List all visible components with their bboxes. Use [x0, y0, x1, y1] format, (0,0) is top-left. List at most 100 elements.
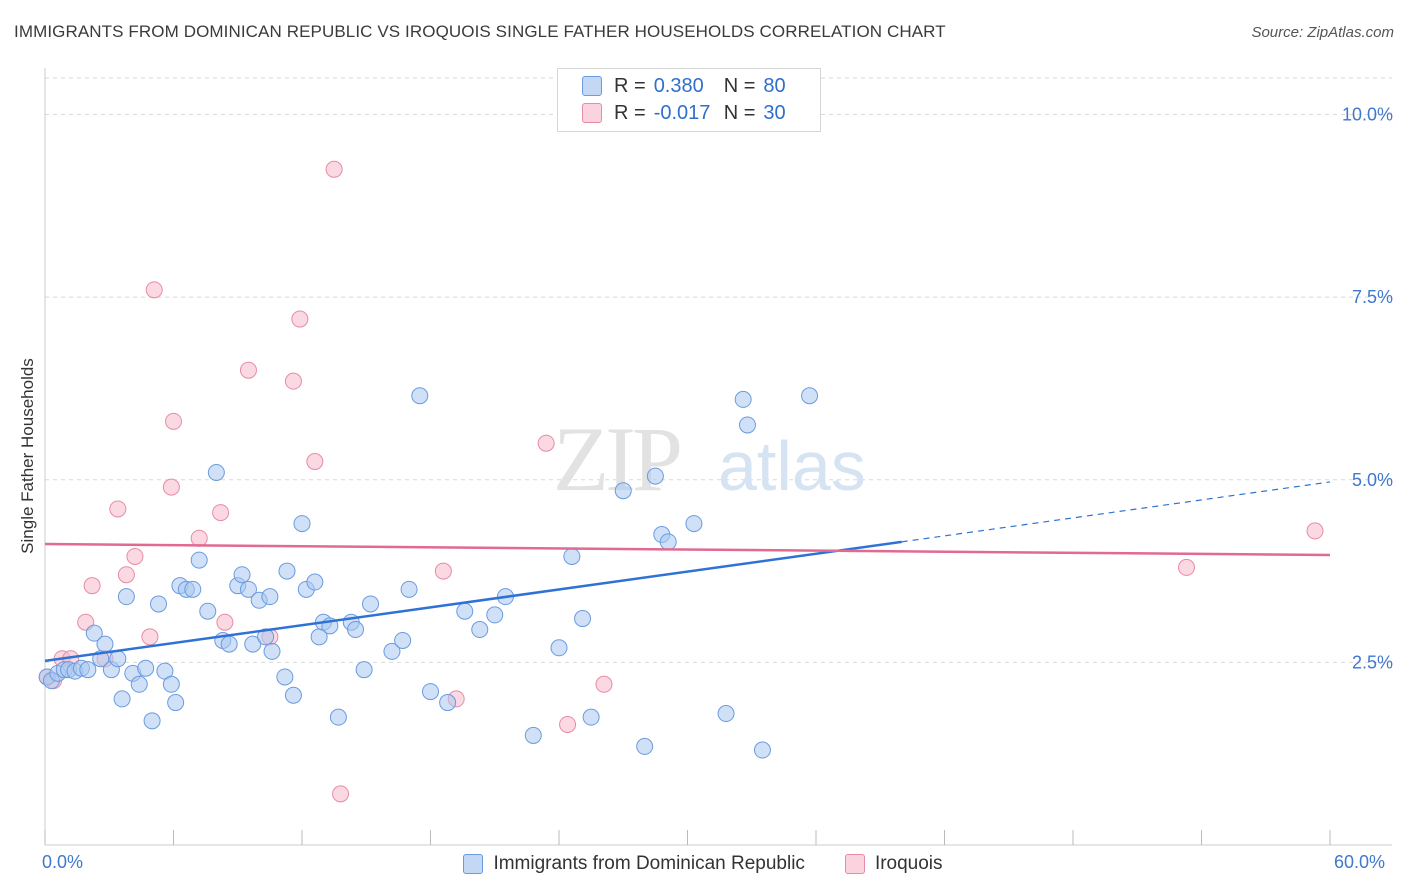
y-axis-label: Single Father Households	[18, 358, 37, 554]
legend-item-blue: Immigrants from Dominican Republic	[463, 853, 805, 875]
dominican-point	[79, 661, 97, 679]
dominican-point	[422, 683, 439, 701]
dominican-trendline	[44, 540, 902, 663]
iroquois-point	[595, 675, 613, 693]
legend-item-pink: Iroquois	[844, 853, 943, 875]
iroquois-point	[239, 361, 257, 379]
dominican-point	[257, 628, 275, 646]
dominican-point	[574, 610, 592, 628]
x-tick-label-min: 0.0%	[42, 852, 84, 872]
iroquois-trendline	[44, 542, 1331, 557]
dominican-point	[550, 639, 568, 657]
dominican-point	[293, 515, 311, 533]
dominican-point	[109, 650, 127, 668]
y-tick-label: 7.5%	[1352, 287, 1393, 307]
chart-title: IMMIGRANTS FROM DOMINICAN REPUBLIC VS IR…	[14, 22, 946, 41]
dominican-point	[524, 726, 542, 744]
dominican-point	[284, 686, 302, 704]
iroquois-point	[145, 281, 163, 299]
dominican-point	[563, 547, 581, 565]
dominican-point	[261, 588, 279, 606]
y-tick-label: 5.0%	[1352, 470, 1393, 490]
r-value: -0.017	[653, 101, 711, 124]
iroquois-point	[83, 577, 101, 595]
dominican-point	[113, 690, 131, 708]
x-tick-label-max: 60.0%	[1334, 852, 1386, 872]
dominican-point	[685, 515, 703, 533]
iroquois-point	[284, 372, 302, 390]
dominican-point	[162, 675, 180, 693]
r-value: 0.380	[653, 74, 704, 97]
iroquois-point	[332, 785, 350, 803]
source-label: Source: ZipAtlas.com	[1251, 24, 1394, 41]
dominican-point	[233, 566, 251, 584]
stats-legend: R = 0.380 N = 80 R = -0.017 N = 30	[557, 68, 821, 132]
dominican-point	[96, 635, 114, 653]
dominican-point	[329, 708, 347, 726]
dominican-point	[717, 705, 735, 723]
iroquois-point	[126, 547, 144, 565]
dominican-trendline-extension	[901, 481, 1331, 543]
dominican-point	[137, 659, 155, 677]
dominican-point	[636, 737, 654, 755]
dominican-point	[276, 668, 294, 686]
dominican-point	[400, 580, 418, 598]
iroquois-point	[559, 715, 577, 733]
dominican-point	[411, 387, 429, 405]
dominican-point	[85, 624, 103, 642]
dominican-point	[263, 642, 281, 660]
iroquois-point	[537, 434, 555, 452]
n-label: N =	[723, 101, 756, 124]
legend-swatch-blue	[463, 854, 484, 874]
iroquois-point	[325, 160, 343, 178]
dominican-point	[117, 588, 135, 606]
dominican-point	[143, 712, 161, 730]
dominican-point	[199, 602, 217, 620]
dominican-point	[306, 573, 324, 591]
stats-legend-row-pink: R = -0.017 N = 30	[582, 100, 786, 126]
iroquois-point	[165, 412, 182, 430]
pink-swatch	[582, 103, 602, 123]
dominican-point	[659, 533, 677, 551]
legend-label-pink: Iroquois	[874, 853, 943, 874]
dominican-point	[456, 602, 474, 620]
dominican-point	[167, 694, 185, 712]
iroquois-point	[162, 478, 180, 496]
iroquois-point	[117, 566, 135, 584]
dominican-point	[347, 621, 365, 639]
dominican-point	[394, 631, 412, 649]
n-value: 80	[763, 74, 786, 97]
iroquois-point	[216, 613, 234, 631]
dominican-point	[582, 708, 600, 726]
dominican-point	[239, 580, 257, 598]
iroquois-point	[1306, 522, 1324, 540]
n-value: 30	[763, 101, 786, 124]
dominican-point	[471, 621, 489, 639]
iroquois-point	[291, 310, 309, 328]
dominican-point	[207, 463, 225, 481]
dominican-point	[383, 642, 401, 660]
dominican-point	[646, 467, 664, 485]
blue-swatch	[582, 76, 602, 96]
dominican-point	[614, 482, 632, 500]
y-tick-label: 2.5%	[1352, 652, 1393, 672]
legend-swatch-pink	[844, 854, 865, 874]
watermark-atlas: atlas	[718, 427, 866, 505]
y-tick-label: 10.0%	[1342, 105, 1393, 125]
legend-label-blue: Immigrants from Dominican Republic	[493, 853, 805, 874]
r-label: R =	[614, 74, 646, 97]
dominican-point	[355, 661, 373, 679]
iroquois-point	[190, 529, 208, 547]
iroquois-point	[306, 453, 324, 470]
dominican-point	[801, 387, 819, 405]
dominican-point	[244, 635, 262, 653]
dominican-point	[738, 416, 756, 434]
dominican-point	[190, 551, 208, 569]
dominican-point	[753, 741, 771, 759]
iroquois-point	[109, 500, 127, 518]
r-label: R =	[614, 101, 646, 124]
dominican-point	[184, 580, 202, 598]
dominican-point	[220, 635, 238, 653]
iroquois-point	[1178, 558, 1196, 576]
dominican-point	[486, 606, 504, 624]
